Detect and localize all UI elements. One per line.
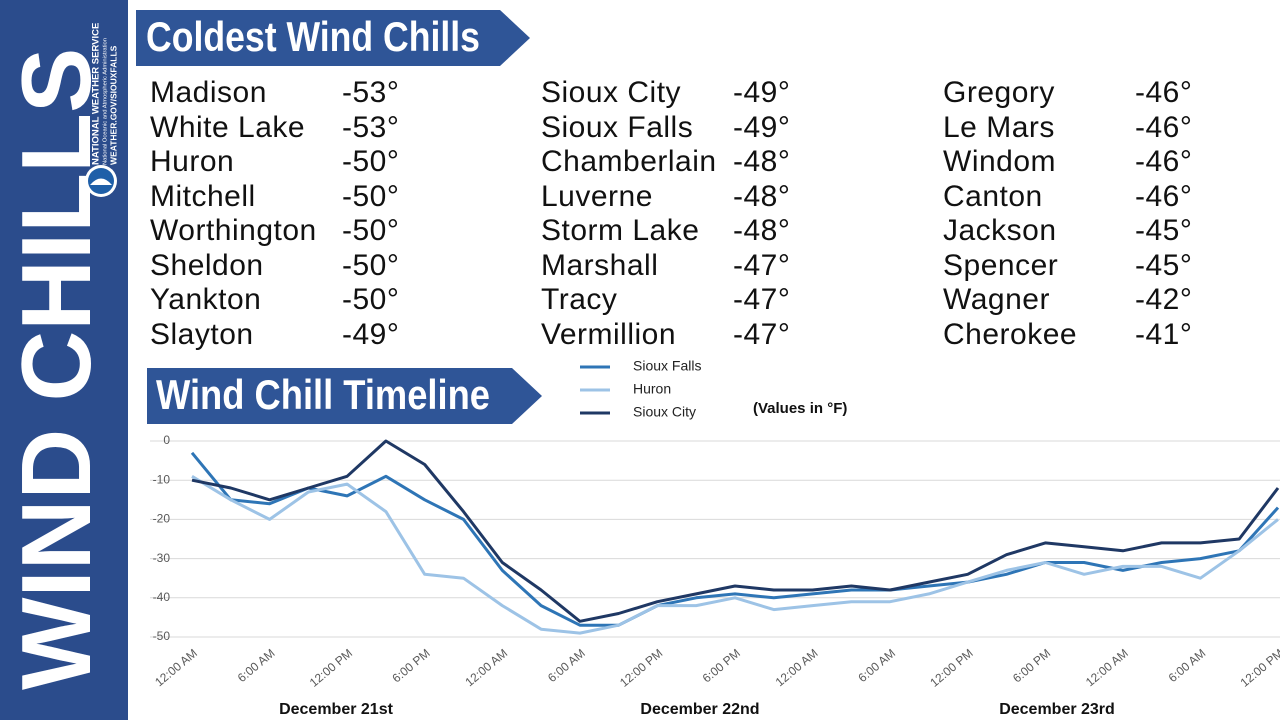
wind-chill: -42° bbox=[1135, 283, 1192, 316]
chart-title: Wind Chill Timeline bbox=[156, 371, 490, 418]
location: Huron bbox=[150, 145, 234, 178]
wind-chill: -45° bbox=[1135, 214, 1192, 247]
location: Sioux City bbox=[541, 76, 681, 109]
wind-chill: -49° bbox=[733, 111, 790, 144]
x-tick-label: 6:00 AM bbox=[235, 646, 278, 685]
location: Le Mars bbox=[943, 111, 1055, 144]
wind-chill: -48° bbox=[733, 180, 790, 213]
wind-chill: -47° bbox=[733, 283, 790, 316]
x-tick-label: 12:00 AM bbox=[1083, 646, 1131, 689]
noaa-logo-bird bbox=[90, 178, 112, 185]
wind-chill: -46° bbox=[1135, 145, 1192, 178]
wind-chill: -47° bbox=[733, 249, 790, 282]
x-tick-label: 12:00 PM bbox=[307, 646, 355, 690]
day-label: December 22nd bbox=[640, 701, 759, 718]
x-tick-label: 6:00 AM bbox=[1166, 646, 1209, 685]
line-series bbox=[191, 475, 1279, 635]
location: Gregory bbox=[943, 76, 1055, 109]
wind-chill: -50° bbox=[342, 214, 399, 247]
y-tick-label: -30 bbox=[153, 551, 171, 565]
x-tick-label: 12:00 PM bbox=[927, 646, 975, 690]
location: Mitchell bbox=[150, 180, 256, 213]
day-label: December 23rd bbox=[999, 701, 1115, 718]
location: Wagner bbox=[943, 283, 1050, 316]
location: Marshall bbox=[541, 249, 658, 282]
location: Worthington bbox=[150, 214, 317, 247]
legend-label: Huron bbox=[633, 381, 671, 397]
location: Cherokee bbox=[943, 318, 1077, 351]
location: Slayton bbox=[150, 318, 254, 351]
wind-chill: -48° bbox=[733, 145, 790, 178]
wind-chill: -53° bbox=[342, 76, 399, 109]
location: White Lake bbox=[150, 111, 305, 144]
list-title: Coldest Wind Chills bbox=[146, 13, 480, 60]
sidebar bbox=[0, 0, 128, 720]
location: Tracy bbox=[541, 283, 617, 316]
banner bbox=[136, 10, 530, 66]
banner bbox=[147, 368, 542, 424]
sidebar-title: WIND CHILLS bbox=[1, 48, 111, 690]
legend-label: Sioux City bbox=[633, 404, 696, 420]
location: Chamberlain bbox=[541, 145, 717, 178]
y-tick-label: -20 bbox=[153, 512, 171, 526]
location: Madison bbox=[150, 76, 267, 109]
wind-chill: -46° bbox=[1135, 180, 1192, 213]
wind-chill: -50° bbox=[342, 249, 399, 282]
location: Jackson bbox=[943, 214, 1057, 247]
agency-sub: National Oceanic and Atmospheric Adminis… bbox=[103, 38, 109, 165]
wind-chill: -41° bbox=[1135, 318, 1192, 351]
wind-chill: -50° bbox=[342, 180, 399, 213]
x-tick-label: 12:00 PM bbox=[617, 646, 665, 690]
location: Windom bbox=[943, 145, 1056, 178]
line-series bbox=[191, 439, 1280, 623]
website: WEATHER.GOV/SIOUXFALLS bbox=[108, 45, 118, 165]
legend-label: Sioux Falls bbox=[633, 358, 701, 374]
x-tick-label: 6:00 AM bbox=[855, 646, 898, 685]
y-tick-label: -10 bbox=[153, 472, 171, 486]
x-tick-label: 12:00 PM bbox=[1238, 646, 1280, 690]
location: Storm Lake bbox=[541, 214, 699, 247]
wind-chill: -45° bbox=[1135, 249, 1192, 282]
agency: NATIONAL WEATHER SERVICE bbox=[91, 23, 102, 165]
wind-chill: -49° bbox=[733, 76, 790, 109]
annotation: (Values in °F) bbox=[753, 400, 847, 417]
location: Yankton bbox=[150, 283, 261, 316]
day-label: December 21st bbox=[279, 701, 394, 718]
wind-chill: -46° bbox=[1135, 111, 1192, 144]
wind-chill: -53° bbox=[342, 111, 399, 144]
x-tick-label: 6:00 AM bbox=[545, 646, 588, 685]
line-series bbox=[190, 451, 1280, 627]
wind-chill: -48° bbox=[733, 214, 790, 247]
location: Spencer bbox=[943, 249, 1058, 282]
wind-chill: -47° bbox=[733, 318, 790, 351]
location: Sioux Falls bbox=[541, 111, 693, 144]
x-tick-label: 12:00 AM bbox=[462, 646, 510, 689]
y-tick-label: -50 bbox=[153, 629, 171, 643]
wind-chill: -50° bbox=[342, 145, 399, 178]
wind-chill: -46° bbox=[1135, 76, 1192, 109]
x-tick-label: 6:00 PM bbox=[700, 646, 743, 685]
location: Vermillion bbox=[541, 318, 676, 351]
y-tick-label: -40 bbox=[153, 590, 171, 604]
y-tick-label: 0 bbox=[163, 433, 170, 447]
location: Luverne bbox=[541, 180, 653, 213]
x-tick-label: 6:00 PM bbox=[389, 646, 432, 685]
x-tick-label: 6:00 PM bbox=[1010, 646, 1053, 685]
location: Sheldon bbox=[150, 249, 264, 282]
x-tick-label: 12:00 AM bbox=[152, 646, 200, 689]
wind-chill: -50° bbox=[342, 283, 399, 316]
location: Canton bbox=[943, 180, 1043, 213]
x-tick-label: 12:00 AM bbox=[773, 646, 821, 689]
wind-chill: -49° bbox=[342, 318, 399, 351]
